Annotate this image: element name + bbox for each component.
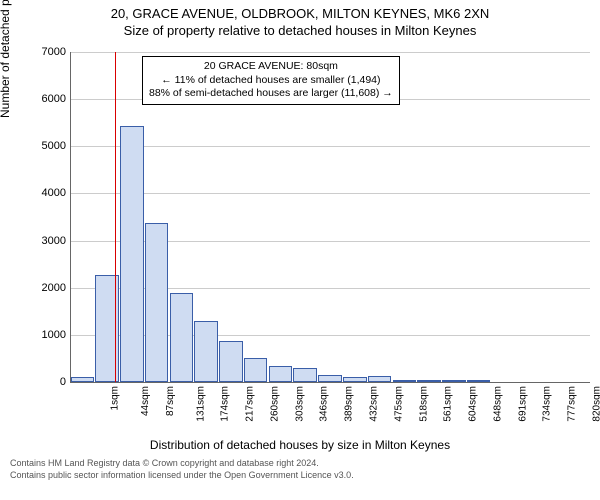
- credits-line1: Contains HM Land Registry data © Crown c…: [10, 458, 590, 470]
- gridline-h: [70, 146, 590, 147]
- xtick-label: 44sqm: [140, 386, 151, 416]
- ytick-label: 2000: [26, 282, 66, 294]
- ytick-label: 6000: [26, 93, 66, 105]
- xtick-label: 691sqm: [517, 386, 528, 422]
- histogram-bar: [219, 341, 243, 382]
- credits-line2: Contains public sector information licen…: [10, 470, 590, 482]
- chart-container: Number of detached properties 20 GRACE A…: [0, 38, 600, 438]
- xtick-label: 561sqm: [443, 386, 454, 422]
- x-axis-label: Distribution of detached houses by size …: [0, 438, 600, 452]
- xtick-label: 648sqm: [492, 386, 503, 422]
- gridline-h: [70, 193, 590, 194]
- histogram-bar: [170, 293, 194, 382]
- histogram-bar: [145, 223, 169, 382]
- xtick-label: 389sqm: [344, 386, 355, 422]
- property-marker-line: [115, 52, 116, 382]
- histogram-bar: [442, 380, 466, 382]
- y-axis-line: [70, 52, 71, 382]
- ytick-label: 7000: [26, 46, 66, 58]
- annotation-line3: 88% of semi-detached houses are larger (…: [149, 87, 393, 101]
- xtick-label: 346sqm: [319, 386, 330, 422]
- xtick-label: 820sqm: [591, 386, 600, 422]
- histogram-bar: [343, 377, 367, 382]
- ytick-label: 1000: [26, 329, 66, 341]
- histogram-bar: [318, 375, 342, 382]
- xtick-label: 604sqm: [468, 386, 479, 422]
- xtick-label: 734sqm: [542, 386, 553, 422]
- ytick-label: 5000: [26, 140, 66, 152]
- gridline-h: [70, 382, 590, 383]
- ytick-label: 4000: [26, 187, 66, 199]
- xtick-label: 777sqm: [567, 386, 578, 422]
- xtick-label: 1sqm: [110, 386, 121, 410]
- annotation-line2: ← 11% of detached houses are smaller (1,…: [149, 74, 393, 88]
- xtick-label: 260sqm: [270, 386, 281, 422]
- xtick-label: 174sqm: [220, 386, 231, 422]
- ytick-label: 0: [26, 376, 66, 388]
- ytick-label: 3000: [26, 235, 66, 247]
- xtick-label: 475sqm: [393, 386, 404, 422]
- histogram-bar: [194, 321, 218, 382]
- xtick-label: 131sqm: [195, 386, 206, 422]
- histogram-bar: [244, 358, 268, 382]
- gridline-h: [70, 52, 590, 53]
- histogram-bar: [71, 377, 95, 382]
- histogram-bar: [417, 380, 441, 382]
- xtick-label: 87sqm: [165, 386, 176, 416]
- credits: Contains HM Land Registry data © Crown c…: [10, 458, 590, 481]
- histogram-bar: [368, 376, 392, 382]
- histogram-bar: [393, 380, 417, 382]
- annotation-box: 20 GRACE AVENUE: 80sqm ← 11% of detached…: [142, 56, 400, 105]
- xtick-label: 217sqm: [245, 386, 256, 422]
- plot-area: 20 GRACE AVENUE: 80sqm ← 11% of detached…: [70, 52, 590, 382]
- xtick-label: 518sqm: [418, 386, 429, 422]
- histogram-bar: [293, 368, 317, 382]
- histogram-bar: [120, 126, 144, 382]
- xtick-label: 303sqm: [294, 386, 305, 422]
- address-title: 20, GRACE AVENUE, OLDBROOK, MILTON KEYNE…: [0, 6, 600, 21]
- y-axis-label: Number of detached properties: [0, 0, 12, 118]
- xtick-label: 432sqm: [369, 386, 380, 422]
- chart-subtitle: Size of property relative to detached ho…: [0, 23, 600, 38]
- histogram-bar: [269, 366, 293, 383]
- annotation-line1: 20 GRACE AVENUE: 80sqm: [149, 60, 393, 74]
- histogram-bar: [467, 380, 491, 382]
